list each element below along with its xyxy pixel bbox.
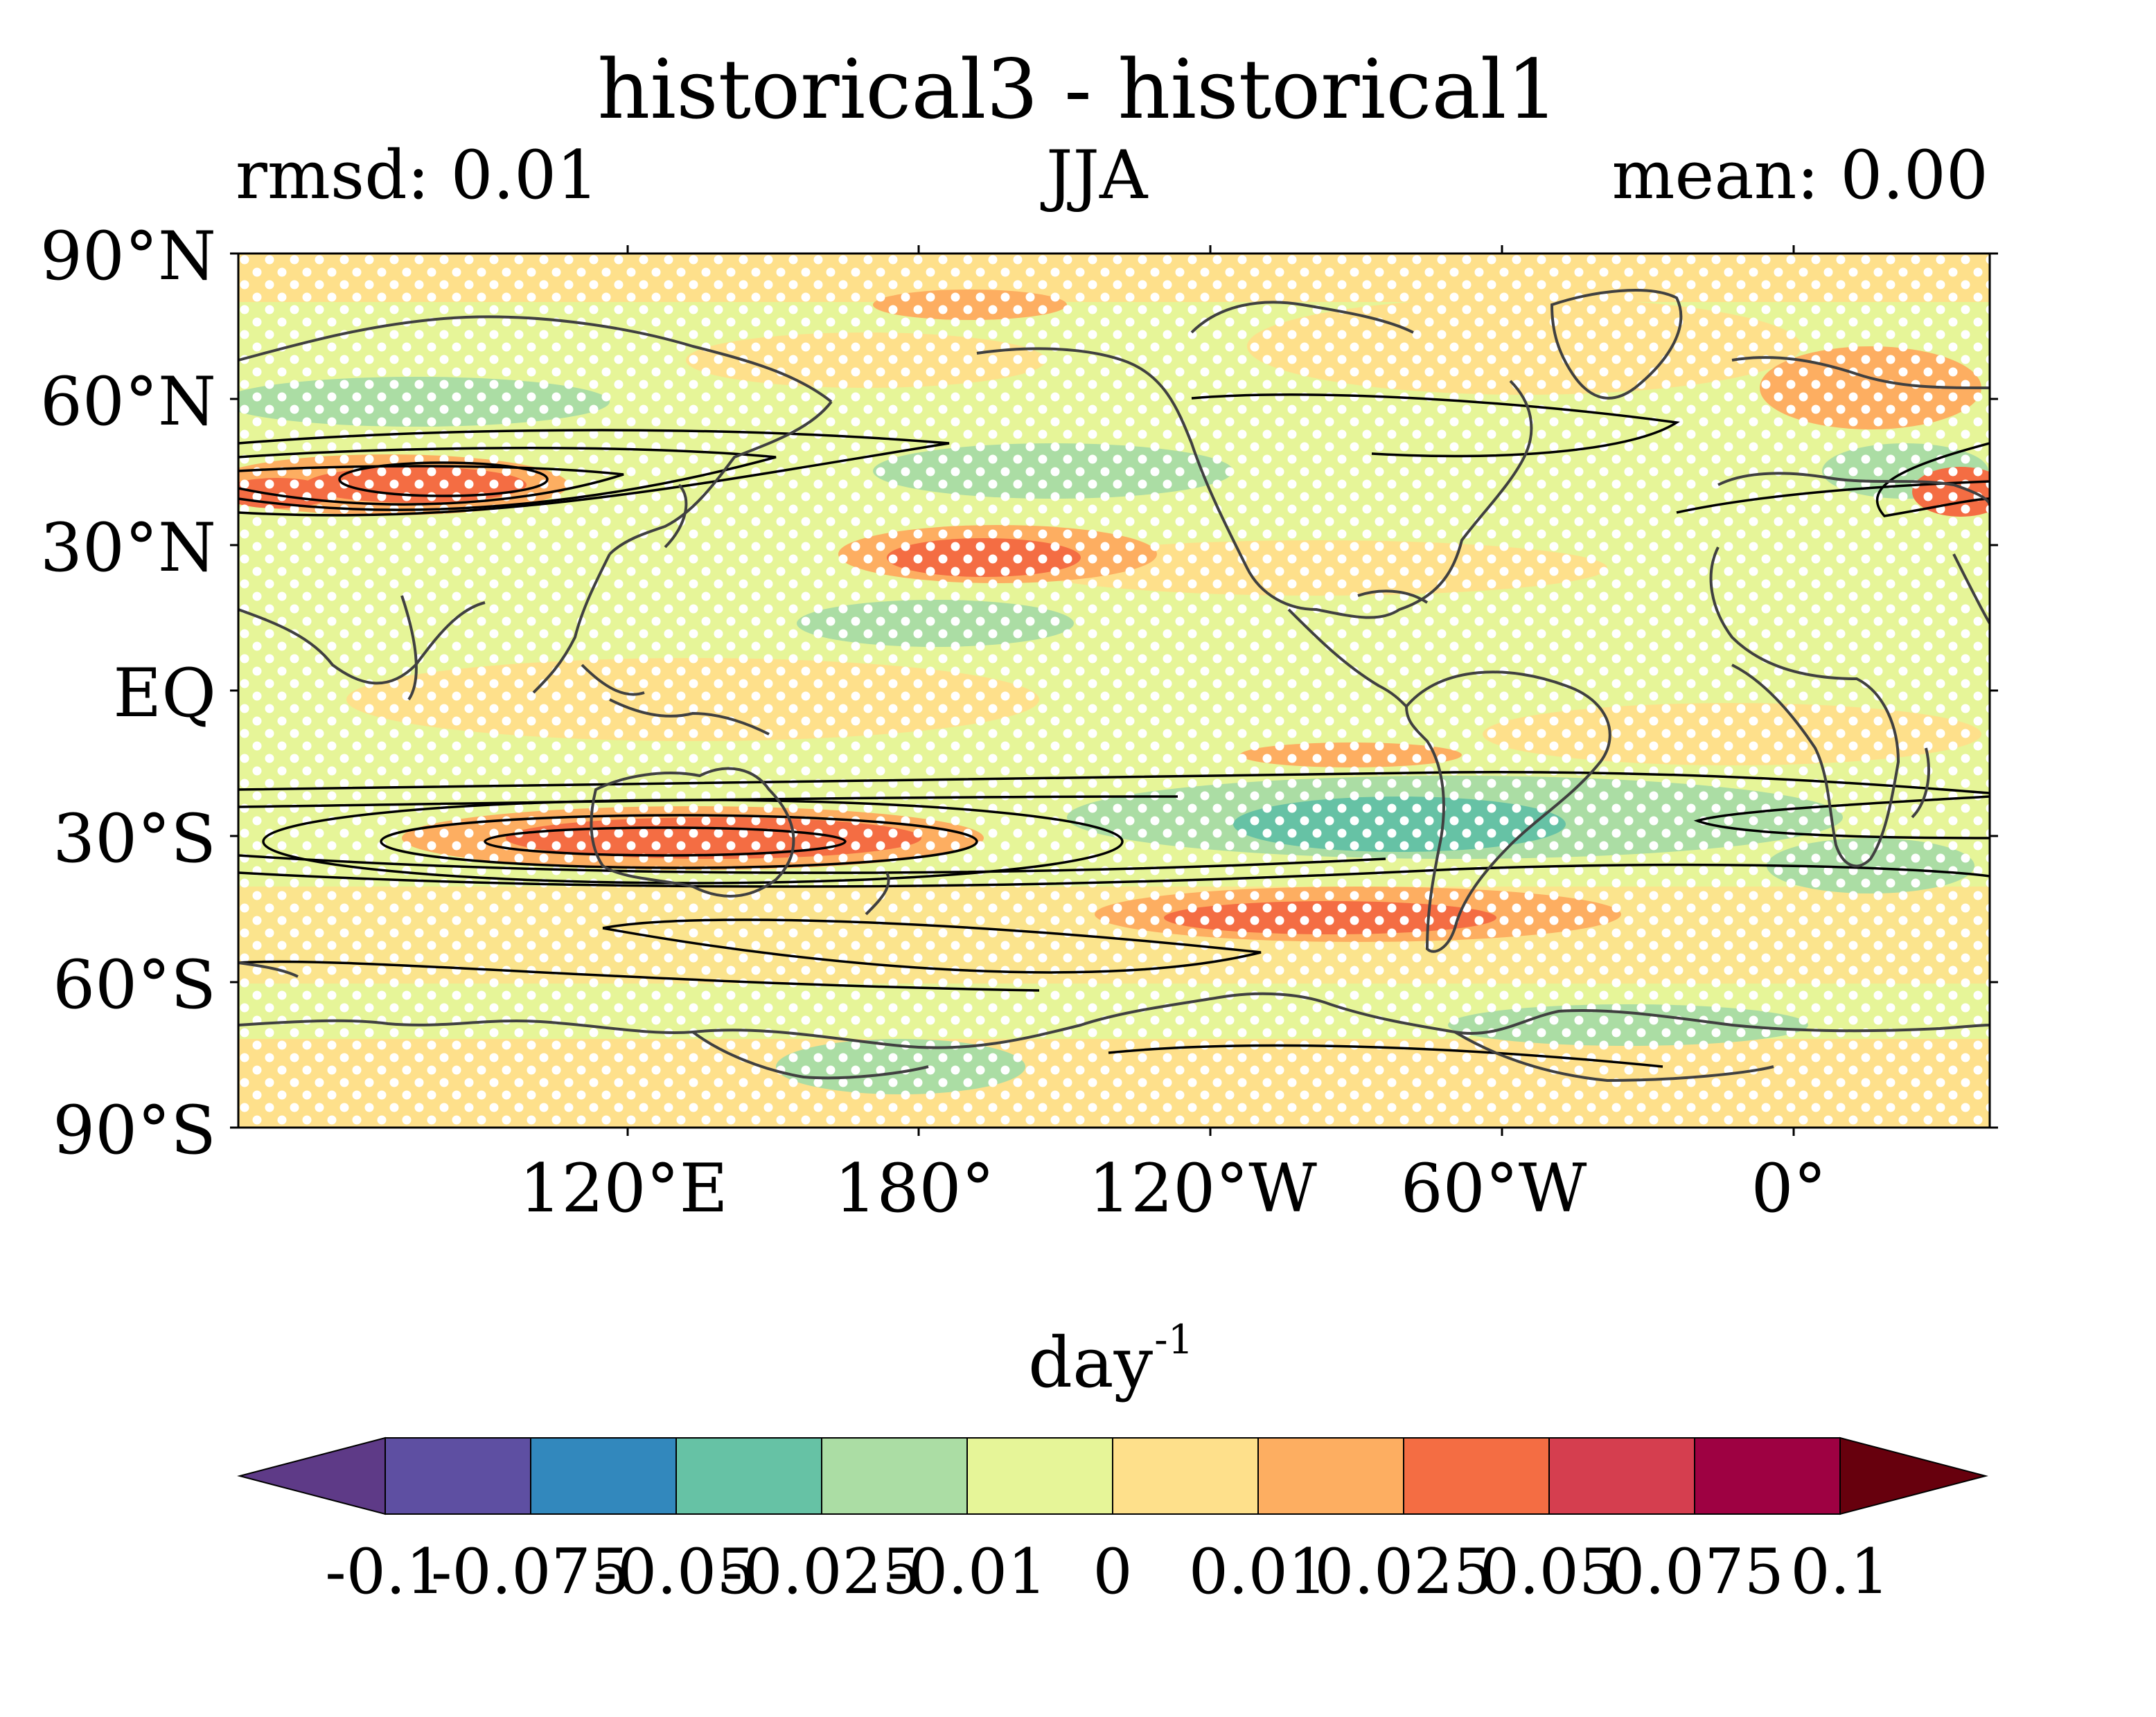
colorbar-tick-label: 0.01 <box>1188 1536 1328 1608</box>
colorbar-extend-under <box>237 1436 386 1515</box>
colorbar-tick-label: -0.01 <box>887 1536 1048 1608</box>
colorbar-tick-label: -0.05 <box>596 1536 757 1608</box>
colorbar-tick-label: 0.075 <box>1605 1536 1784 1608</box>
colorbar <box>237 1436 1988 1515</box>
colorbar-segment <box>385 1437 531 1515</box>
mean-label: mean: 0.00 <box>1611 136 1988 214</box>
lat-label-eq: EQ <box>113 655 216 732</box>
lon-label-60w: 60°W <box>1400 1150 1587 1227</box>
colorbar-tick-label: -0.025 <box>721 1536 922 1608</box>
rmsd-label: rmsd: 0.01 <box>236 136 599 214</box>
colorbar-extend-over <box>1839 1436 1988 1515</box>
colorbar-segment <box>1403 1437 1550 1515</box>
lat-label-30n: 30°N <box>39 509 216 587</box>
colorbar-tick-label: 0 <box>1093 1536 1133 1608</box>
season-label: JJA <box>1046 136 1148 214</box>
colorbar-tick-label: -0.1 <box>325 1536 445 1608</box>
colorbar-tick-label: 0.025 <box>1314 1536 1493 1608</box>
coastlines <box>238 289 1990 1083</box>
colorbar-unit-label: day-1 <box>1028 1319 1194 1398</box>
axis-ticks <box>230 245 1998 1136</box>
colorbar-segment <box>1112 1437 1259 1515</box>
colorbar-tick-label: 0.1 <box>1790 1536 1890 1608</box>
lon-label-180: 180° <box>834 1150 995 1227</box>
colorbar-segment <box>1548 1437 1695 1515</box>
colorbar-segment <box>966 1437 1113 1515</box>
colorbar-segment <box>530 1437 677 1515</box>
lat-label-30s: 30°S <box>53 800 216 878</box>
lon-label-120e: 120°E <box>519 1150 728 1227</box>
map-field <box>238 253 1990 1128</box>
lon-label-0: 0° <box>1751 1150 1827 1227</box>
colorbar-unit-exponent: -1 <box>1154 1316 1194 1363</box>
lon-label-120w: 120°W <box>1088 1150 1317 1227</box>
colorbar-tick-label: 0.05 <box>1479 1536 1619 1608</box>
colorbar-segment <box>1257 1437 1404 1515</box>
lat-label-90n: 90°N <box>39 217 216 295</box>
lat-label-60s: 60°S <box>53 946 216 1024</box>
map-title: historical3 - historical1 <box>597 42 1559 137</box>
lat-label-90s: 90°S <box>53 1092 216 1169</box>
colorbar-segment <box>821 1437 968 1515</box>
jet-contours <box>238 393 1990 1068</box>
colorbar-segment <box>1694 1437 1841 1515</box>
lat-label-60n: 60°N <box>39 363 216 441</box>
colorbar-unit: day <box>1028 1322 1154 1403</box>
colorbar-tick-label: -0.075 <box>430 1536 631 1608</box>
colorbar-segment <box>675 1437 822 1515</box>
